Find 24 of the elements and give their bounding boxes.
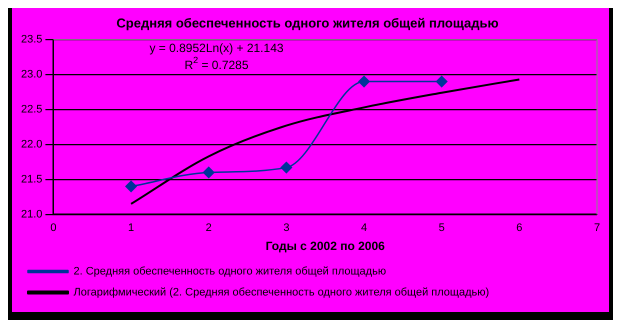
point — [436, 76, 448, 88]
x-tick-label: 6 — [516, 222, 522, 234]
y-tick-label: 23.0 — [20, 68, 42, 81]
x-tick-label: 7 — [594, 222, 600, 234]
point — [125, 180, 137, 192]
y-tick-label: 21.5 — [20, 173, 42, 186]
y-tick-label: 22.0 — [20, 138, 42, 151]
x-tick-label: 1 — [128, 222, 134, 234]
point — [280, 162, 292, 174]
y-tick-label: 21.0 — [20, 208, 42, 220]
y-tick-label: 23.5 — [20, 34, 42, 46]
x-tick-label: 0 — [50, 222, 56, 234]
x-tick-label: 2 — [206, 222, 212, 234]
chart-title: Средняя обеспеченность одного жителя общей площадью — [116, 15, 499, 30]
y-tick-label: 22.5 — [20, 104, 42, 116]
x-axis-title: Годы с 2002 по 2006 — [266, 239, 386, 254]
x-tick-label: 4 — [360, 222, 368, 234]
x-tick-label: 3 — [283, 222, 290, 234]
legend-label: Логарифмический (2. Средняя обеспеченность одного жителя общей площадью) — [74, 286, 490, 299]
legend-label: 2. Средняя обеспеченность одного жителя общей площадью — [74, 266, 386, 278]
x-tick-label: 5 — [438, 222, 445, 234]
point — [358, 76, 370, 88]
point — [202, 166, 214, 178]
annotation: y = 0.8952Ln(x) + 21.143 — [149, 40, 284, 55]
